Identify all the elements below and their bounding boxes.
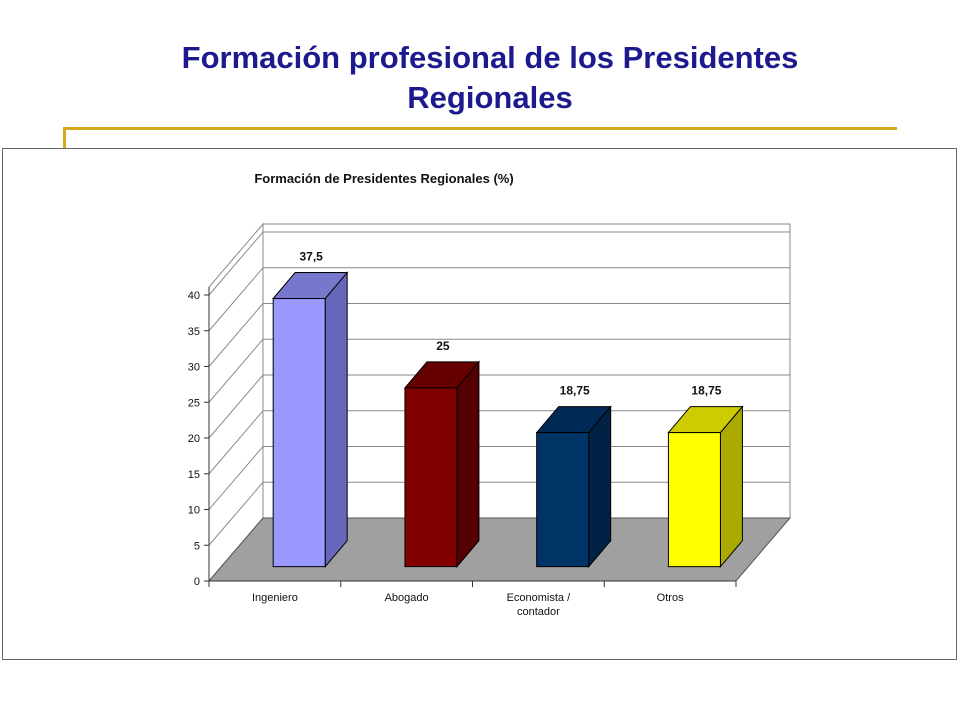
slide-title-line2: Regionales — [407, 80, 573, 115]
x-tick-label: Abogado — [385, 592, 429, 604]
x-tick-label: Economista / — [507, 592, 572, 604]
title-side-rule — [63, 127, 66, 149]
x-tick-label: Ingeniero — [252, 592, 298, 604]
bar — [272, 271, 349, 569]
bar-front — [272, 298, 326, 568]
data-label: 37,5 — [299, 250, 323, 264]
slide-title-line1: Formación profesional de los Presidentes — [181, 40, 799, 75]
chart-title: Formación de Presidentes Regionales (%) — [254, 171, 513, 186]
bars — [272, 271, 744, 569]
data-label: 18,75 — [691, 384, 721, 398]
y-tick-label: 10 — [188, 505, 200, 517]
bar-front — [667, 432, 721, 568]
gridline — [208, 374, 790, 439]
data-label: 25 — [436, 339, 450, 353]
gridline — [208, 410, 790, 475]
axes: 0 5 10 15 20 25 30 35 40 Ingeniero Abogado Economis… — [188, 287, 737, 618]
gridline — [208, 338, 790, 403]
y-tick-label: 5 — [194, 540, 200, 552]
bar — [403, 360, 481, 569]
bar-chart-3d: 0 5 10 15 20 25 30 35 40 Ingeniero Abogado Economis… — [188, 171, 792, 618]
y-tick-label: 20 — [188, 433, 200, 445]
y-tick-label: 35 — [188, 326, 200, 338]
gridline — [208, 267, 790, 332]
gridline — [208, 303, 790, 367]
bar-side — [324, 271, 348, 569]
title-underline-rule — [63, 127, 897, 130]
y-tick-label: 30 — [188, 362, 200, 374]
gridline — [208, 231, 790, 296]
bar-side — [588, 405, 612, 569]
x-tick-label: contador — [517, 606, 560, 618]
bar — [535, 405, 612, 569]
gridline — [208, 446, 790, 510]
bar-side — [456, 360, 480, 569]
bar-front — [536, 432, 590, 568]
bar-front — [404, 387, 458, 568]
y-tick-label: 25 — [188, 397, 200, 409]
gridline — [208, 481, 790, 546]
bar — [667, 405, 744, 569]
slide-title: Formación profesional de los Presidentes… — [60, 38, 920, 118]
bar-side — [719, 405, 743, 569]
data-label: 18,75 — [560, 384, 590, 398]
y-tick-label: 40 — [188, 290, 200, 302]
chart-frame: 0 5 10 15 20 25 30 35 40 Ingeniero Abogado Economis… — [2, 148, 957, 660]
x-tick-label: Otros — [657, 592, 684, 604]
data-labels: 37,5 25 18,75 18,75 — [299, 250, 721, 398]
y-tick-label: 15 — [188, 469, 200, 481]
y-tick-label: 0 — [194, 576, 200, 588]
